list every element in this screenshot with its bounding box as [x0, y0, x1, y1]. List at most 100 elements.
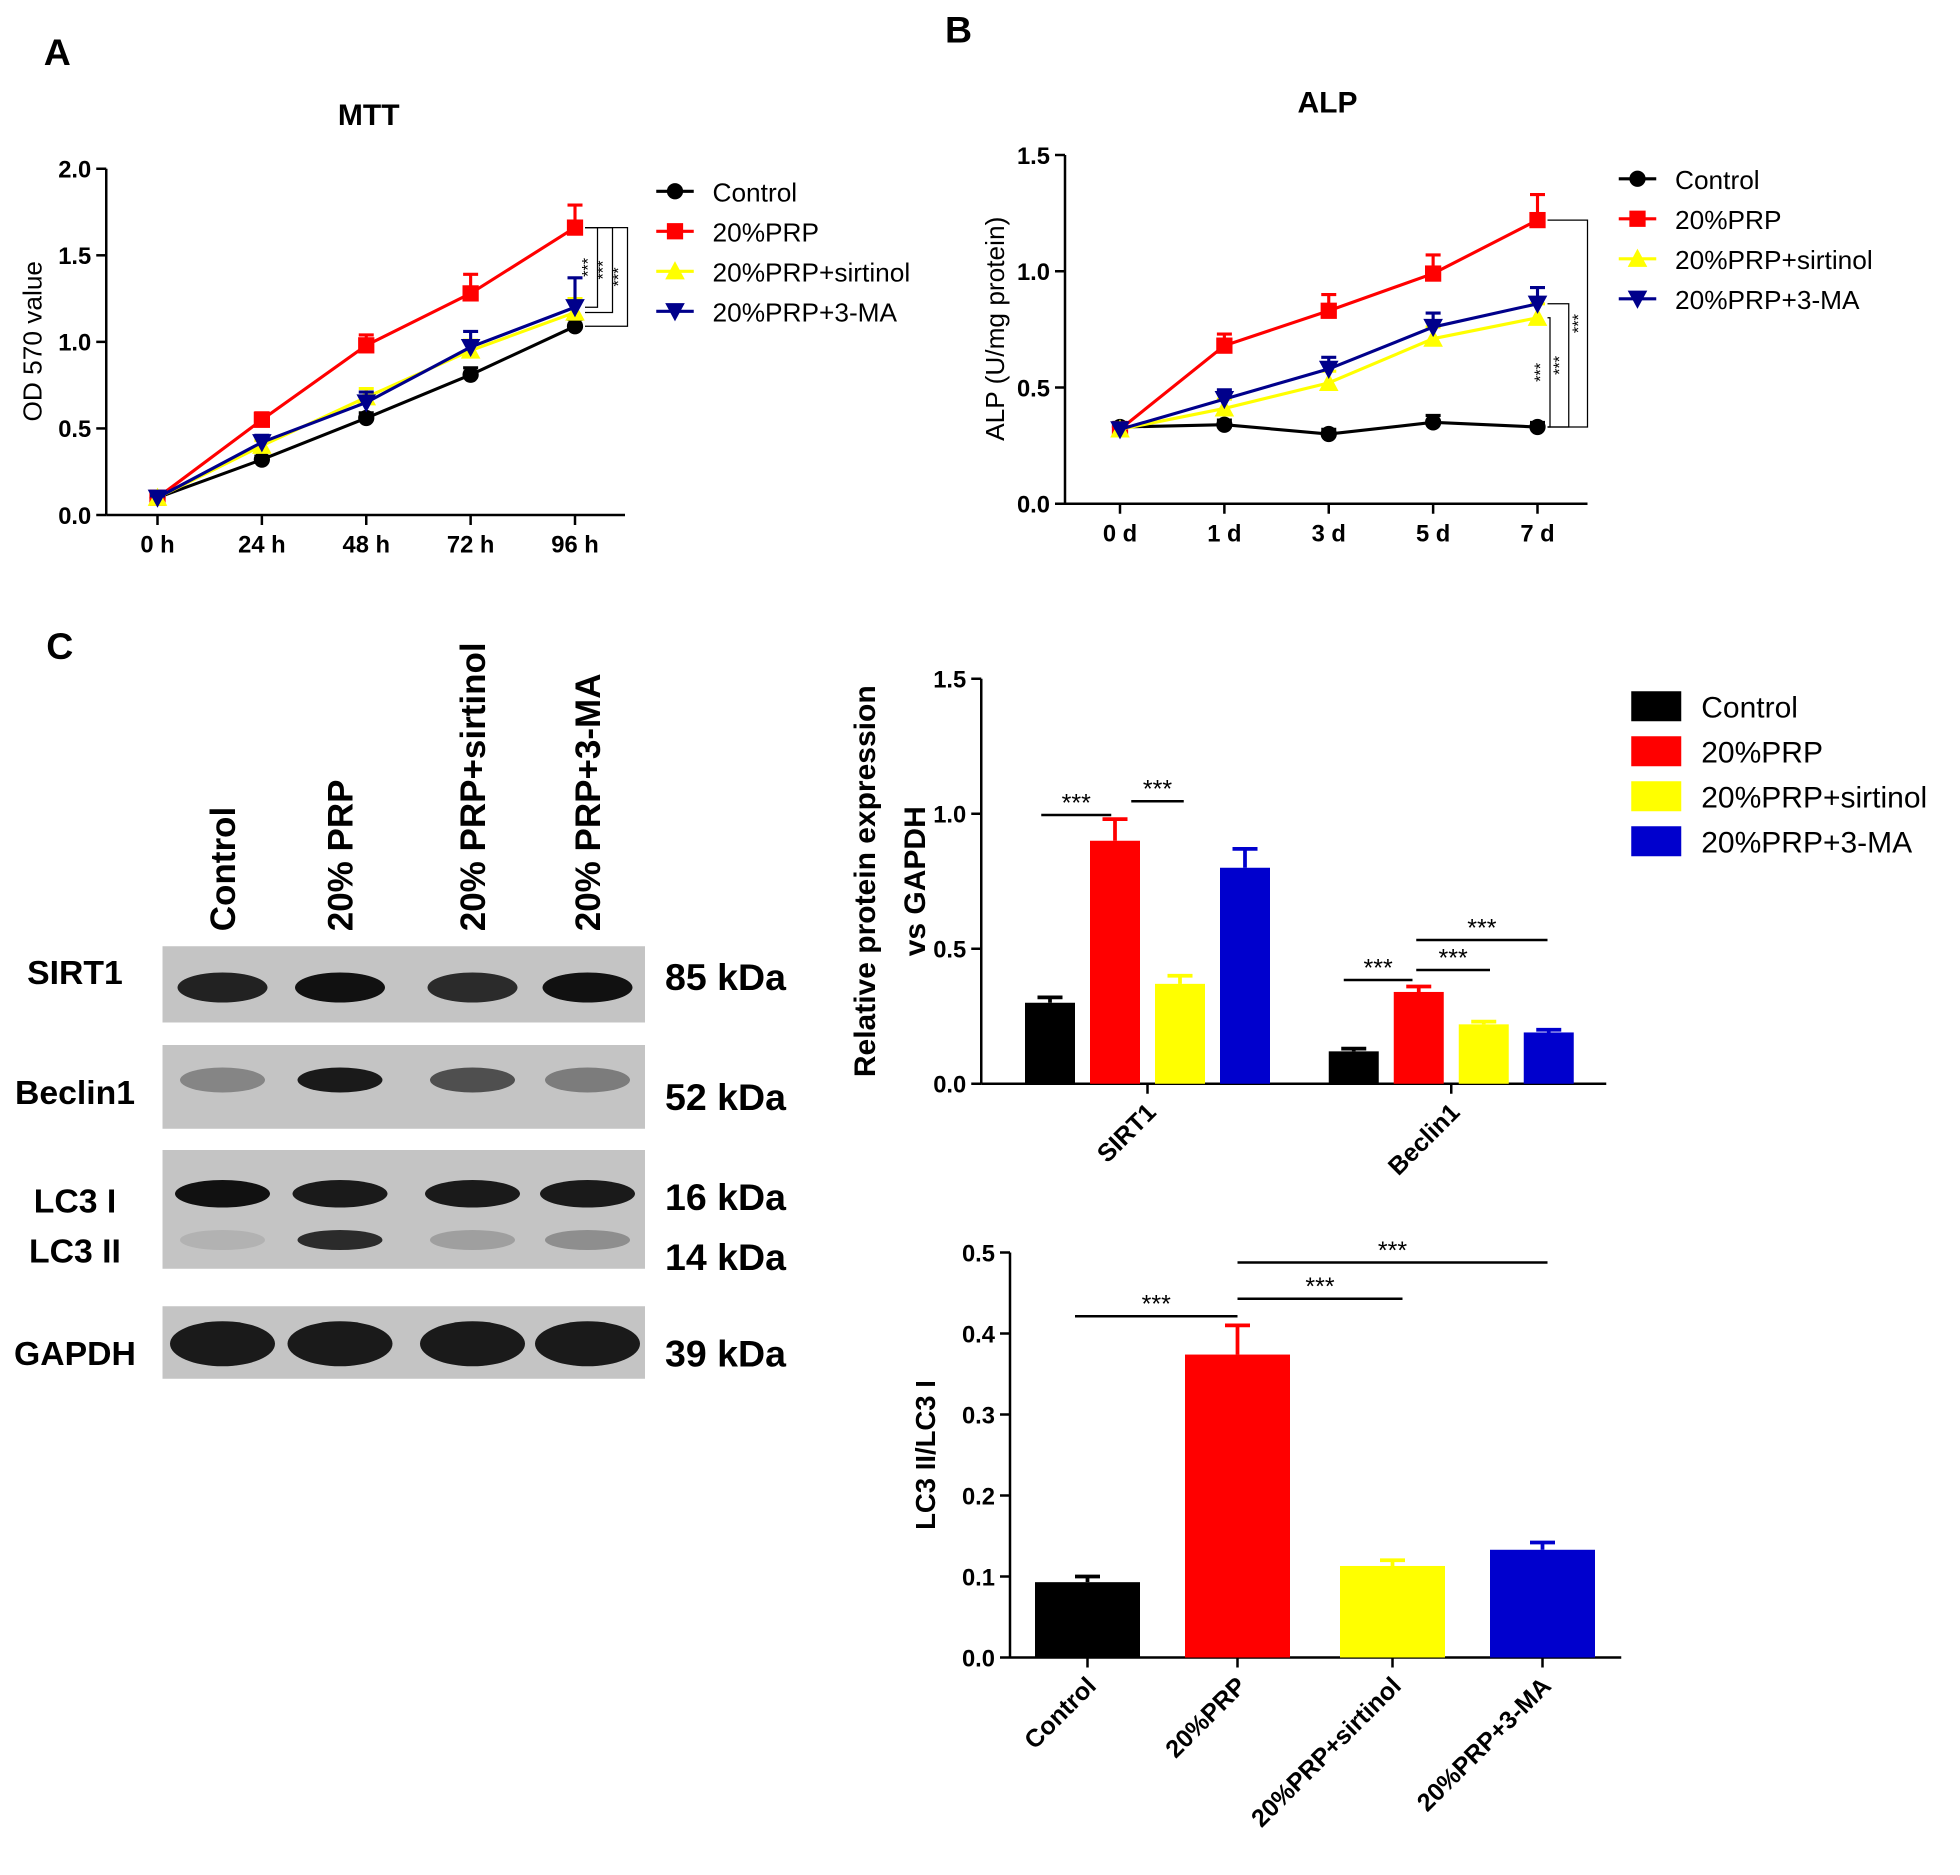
data-point — [566, 318, 584, 335]
bar — [1220, 867, 1270, 1084]
error-bar — [1406, 984, 1432, 992]
legend-label: 20%PRP+3-MA — [1675, 285, 1860, 315]
bar — [1035, 1582, 1140, 1658]
y-tick-label: 0.0 — [58, 503, 91, 530]
y-axis-label: OD 570 value — [17, 261, 47, 422]
significance-label: *** — [1364, 954, 1393, 982]
legend-marker — [666, 223, 684, 240]
bar — [1185, 1354, 1290, 1658]
protein-label: Beclin1 — [15, 1074, 135, 1112]
y-tick-label: 0.5 — [1017, 375, 1050, 402]
data-point — [1110, 421, 1130, 440]
significance-label: *** — [1439, 944, 1468, 972]
panel-label: C — [46, 625, 73, 667]
bar — [1025, 1002, 1075, 1084]
series-line — [156, 226, 576, 499]
data-point — [358, 337, 375, 354]
y-tick-label: 1.5 — [1017, 143, 1050, 170]
y-tick-label: 0.3 — [962, 1402, 995, 1429]
bar — [1328, 1051, 1379, 1084]
legend-label: 20%PRP+sirtinol — [1701, 782, 1927, 815]
data-point — [1320, 302, 1337, 319]
significance-label: *** — [610, 267, 628, 287]
y-tick-label: 0.2 — [962, 1483, 995, 1510]
data-point — [1529, 211, 1546, 229]
legend-label: Control — [713, 177, 798, 207]
blot-band — [430, 1230, 515, 1250]
chart-title: MTT — [338, 99, 400, 132]
x-tick-label: 7 d — [1520, 520, 1554, 547]
legend-label: 20%PRP — [1675, 205, 1782, 235]
legend-label: Control — [1675, 165, 1760, 195]
bar — [1458, 1024, 1509, 1084]
data-point — [460, 338, 481, 358]
blot-band — [297, 1230, 383, 1250]
lane-label: 20% PRP+sirtinol — [454, 642, 493, 931]
data-point — [1318, 360, 1339, 379]
legend-label: 20%PRP — [713, 217, 820, 247]
legend-marker — [665, 261, 685, 280]
y-tick-label: 0.0 — [933, 1072, 966, 1099]
legend-swatch — [1631, 736, 1682, 767]
error-bar — [1225, 1323, 1250, 1355]
legend-label: 20%PRP — [1701, 737, 1823, 770]
bar — [1090, 840, 1140, 1084]
significance-label: *** — [580, 257, 598, 277]
protein-label: SIRT1 — [27, 954, 123, 992]
blot-band — [287, 1321, 393, 1367]
data-point — [1216, 337, 1233, 354]
x-tick-label: 1 d — [1207, 520, 1241, 547]
legend-label: 20%PRP+3-MA — [1701, 827, 1912, 860]
x-tick-label: 0 d — [1103, 520, 1137, 547]
blot-band — [170, 1321, 275, 1367]
y-axis-label: Relative protein expression — [849, 685, 882, 1077]
data-point — [1320, 425, 1337, 443]
data-point — [462, 366, 479, 383]
error-bar — [1102, 817, 1128, 841]
protein-label: LC3 I — [34, 1183, 117, 1221]
legend-marker — [1629, 170, 1646, 187]
data-point — [462, 285, 479, 302]
blot-band — [175, 1180, 270, 1208]
chart-title: ALP — [1298, 87, 1358, 120]
y-tick-label: 1.0 — [58, 330, 91, 357]
x-tick-label: 48 h — [342, 532, 390, 559]
blot-band — [545, 1067, 630, 1093]
legend-marker — [665, 303, 685, 322]
significance-label: *** — [1142, 1291, 1171, 1319]
data-point — [1318, 372, 1339, 391]
y-tick-label: 0.1 — [962, 1564, 995, 1591]
bar — [1523, 1032, 1574, 1084]
x-tick-label: 5 d — [1416, 520, 1450, 547]
significance-label: *** — [1570, 313, 1588, 333]
legend-swatch — [1631, 691, 1682, 722]
data-point — [1214, 391, 1235, 410]
blot-band — [295, 972, 385, 1003]
legend-label: Control — [1701, 692, 1798, 725]
data-point — [1425, 265, 1442, 282]
blot-band — [542, 972, 633, 1003]
significance-label: *** — [1532, 362, 1550, 382]
error-bar — [1536, 1027, 1562, 1033]
x-tick-label: 20%PRP+3-MA — [1412, 1672, 1557, 1817]
bar — [1490, 1549, 1595, 1658]
size-label: 14 kDa — [665, 1236, 787, 1278]
legend-marker — [1629, 210, 1646, 227]
error-bar — [1530, 1540, 1555, 1550]
blot-band — [425, 1180, 520, 1208]
error-bar — [1341, 1046, 1367, 1052]
size-label: 52 kDa — [665, 1076, 787, 1118]
x-tick-label: 0 h — [140, 532, 174, 559]
x-tick-label: 72 h — [447, 532, 495, 559]
data-point — [565, 299, 585, 318]
significance-label: *** — [1062, 789, 1091, 817]
significance-label: *** — [1143, 776, 1172, 804]
data-point — [358, 409, 375, 427]
blot-strip — [162, 1150, 645, 1269]
significance-label: *** — [1551, 355, 1569, 375]
data-point — [1529, 418, 1546, 436]
data-point — [1423, 328, 1443, 347]
error-bar — [1380, 1558, 1405, 1566]
y-tick-label: 1.0 — [1017, 259, 1050, 286]
